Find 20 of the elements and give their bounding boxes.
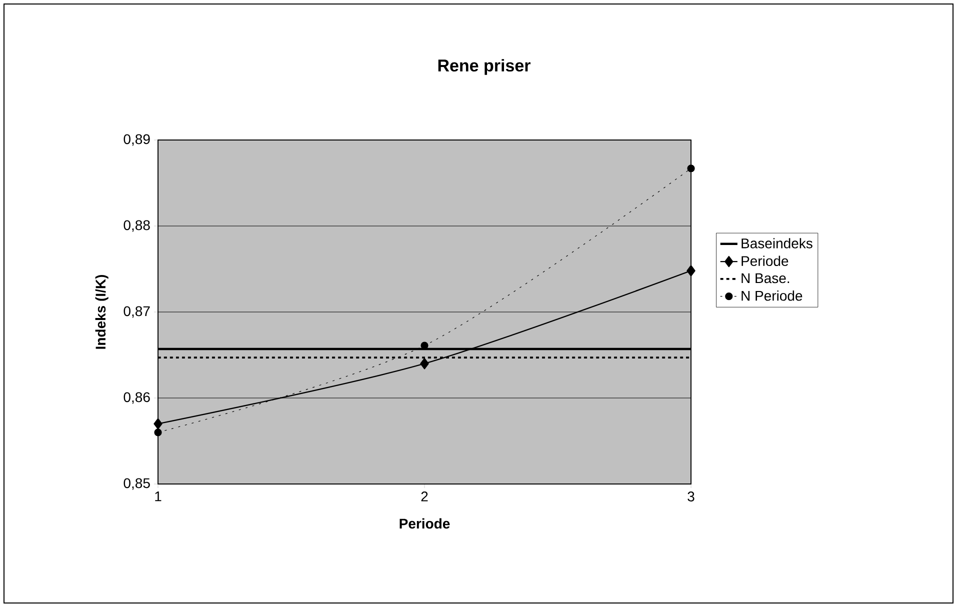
y-tick-label: 0,85	[124, 478, 150, 490]
point	[154, 428, 162, 436]
y-axis-title: Indeks (I/K)	[95, 274, 108, 349]
x-axis-title: Periode	[400, 518, 450, 529]
chart-title: Rene priser	[438, 59, 530, 75]
x-tick-label: 1	[155, 492, 162, 502]
x-tick-label: 2	[421, 492, 428, 502]
y-tick-label: 0,86	[124, 392, 150, 404]
point	[686, 265, 696, 276]
point	[687, 164, 695, 172]
y-tick-label: 0,89	[124, 134, 150, 146]
x-tick-label: 3	[688, 492, 694, 502]
legend-label: Baseindeks	[742, 238, 812, 248]
point	[420, 358, 429, 370]
y-tick-label: 0,88	[124, 220, 150, 232]
legend-label: N Base.	[742, 273, 790, 284]
y-tick-label: 0,87	[124, 306, 150, 318]
legend-label: Periode	[742, 256, 788, 266]
legend-label: N Periode	[742, 290, 802, 301]
point	[154, 418, 162, 430]
